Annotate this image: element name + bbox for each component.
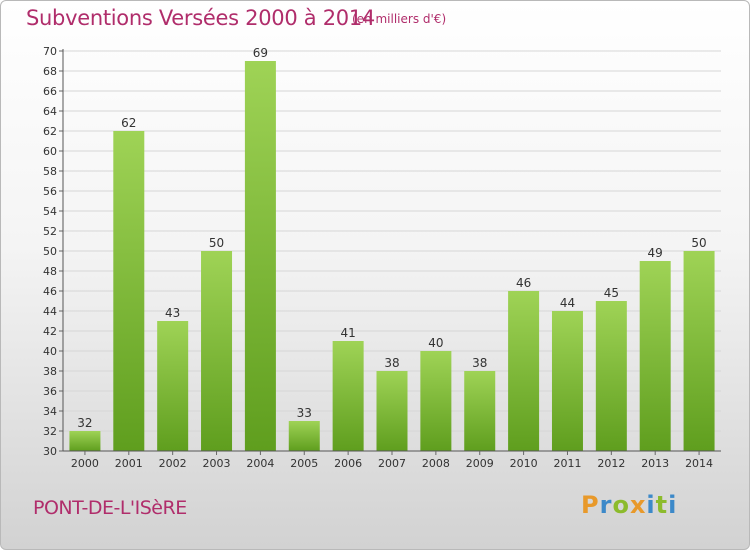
- chart-title: Subventions Versées 2000 à 2014: [26, 6, 375, 30]
- logo-letter: i: [668, 491, 678, 519]
- y-tick-label: 40: [43, 345, 57, 358]
- bar: [595, 301, 627, 451]
- x-tick-label: 2009: [466, 457, 494, 470]
- y-tick-label: 68: [43, 65, 57, 78]
- x-tick-label: 2005: [290, 457, 318, 470]
- x-tick-label: 2000: [71, 457, 99, 470]
- y-tick-label: 30: [43, 445, 57, 458]
- bar-value-label: 43: [165, 306, 180, 320]
- axes: 30 32 34 36 38 40 42 44 46 48 50 52 54 56 58 60 62 64 66 68…: [43, 45, 721, 470]
- bar-value-label: 32: [77, 416, 92, 430]
- bar: [551, 311, 583, 451]
- y-tick-label: 50: [43, 245, 57, 258]
- bar-value-label: 41: [340, 326, 355, 340]
- logo-letter: r: [599, 491, 613, 519]
- bar: [464, 371, 496, 451]
- logo-letter: x: [629, 491, 647, 519]
- x-tick-label: 2006: [334, 457, 362, 470]
- bars: 32 62 43 50 69 33 41 38 40 38 46 44 45 49 50: [69, 46, 715, 451]
- bar: [201, 251, 233, 451]
- bar: [288, 421, 320, 451]
- y-tick-label: 62: [43, 125, 57, 138]
- y-tick-label: 32: [43, 425, 57, 438]
- logo-letter: i: [646, 491, 656, 519]
- y-tick-label: 46: [43, 285, 57, 298]
- y-tick-label: 44: [43, 305, 57, 318]
- bar-value-label: 49: [648, 246, 663, 260]
- x-tick-label: 2014: [685, 457, 713, 470]
- bar-value-label: 46: [516, 276, 531, 290]
- y-tick-label: 64: [43, 105, 57, 118]
- bar: [376, 371, 408, 451]
- bar: [244, 61, 276, 451]
- logo-letter: o: [612, 491, 630, 519]
- bar-value-label: 44: [560, 296, 575, 310]
- bar: [683, 251, 715, 451]
- logo-letter: t: [655, 491, 669, 519]
- unit-note: (en milliers d'€): [352, 12, 447, 26]
- y-tick-label: 42: [43, 325, 57, 338]
- bar: [69, 431, 101, 451]
- x-tick-label: 2003: [203, 457, 231, 470]
- x-tick-label: 2012: [597, 457, 625, 470]
- bar-value-label: 62: [121, 116, 136, 130]
- bar: [508, 291, 540, 451]
- place-name: PONT-DE-L'ISèRE: [33, 497, 187, 519]
- bar-value-label: 33: [297, 406, 312, 420]
- bar-value-label: 69: [253, 46, 268, 60]
- y-tick-label: 38: [43, 365, 57, 378]
- bar-value-label: 38: [472, 356, 487, 370]
- proxiti-logo[interactable]: Proxiti: [581, 491, 677, 519]
- x-tick-label: 2010: [510, 457, 538, 470]
- y-tick-label: 60: [43, 145, 57, 158]
- x-tick-label: 2013: [641, 457, 669, 470]
- y-tick-label: 36: [43, 385, 57, 398]
- bar-value-label: 50: [691, 236, 706, 250]
- bar: [639, 261, 671, 451]
- x-tick-label: 2007: [378, 457, 406, 470]
- bar-value-label: 40: [428, 336, 443, 350]
- logo-letter: P: [581, 491, 600, 519]
- y-tick-label: 52: [43, 225, 57, 238]
- y-tick-label: 34: [43, 405, 57, 418]
- bar-value-label: 38: [384, 356, 399, 370]
- bar: [332, 341, 364, 451]
- y-tick-label: 48: [43, 265, 57, 278]
- bar: [113, 131, 145, 451]
- x-tick-label: 2002: [159, 457, 187, 470]
- x-tick-label: 2004: [246, 457, 274, 470]
- bar-value-label: 45: [604, 286, 619, 300]
- bar-value-label: 50: [209, 236, 224, 250]
- y-tick-label: 58: [43, 165, 57, 178]
- bar: [157, 321, 189, 451]
- y-tick-label: 56: [43, 185, 57, 198]
- bar: [420, 351, 452, 451]
- y-tick-label: 66: [43, 85, 57, 98]
- y-tick-label: 70: [43, 45, 57, 58]
- x-tick-label: 2001: [115, 457, 143, 470]
- x-tick-label: 2011: [553, 457, 581, 470]
- x-tick-label: 2008: [422, 457, 450, 470]
- y-tick-label: 54: [43, 205, 57, 218]
